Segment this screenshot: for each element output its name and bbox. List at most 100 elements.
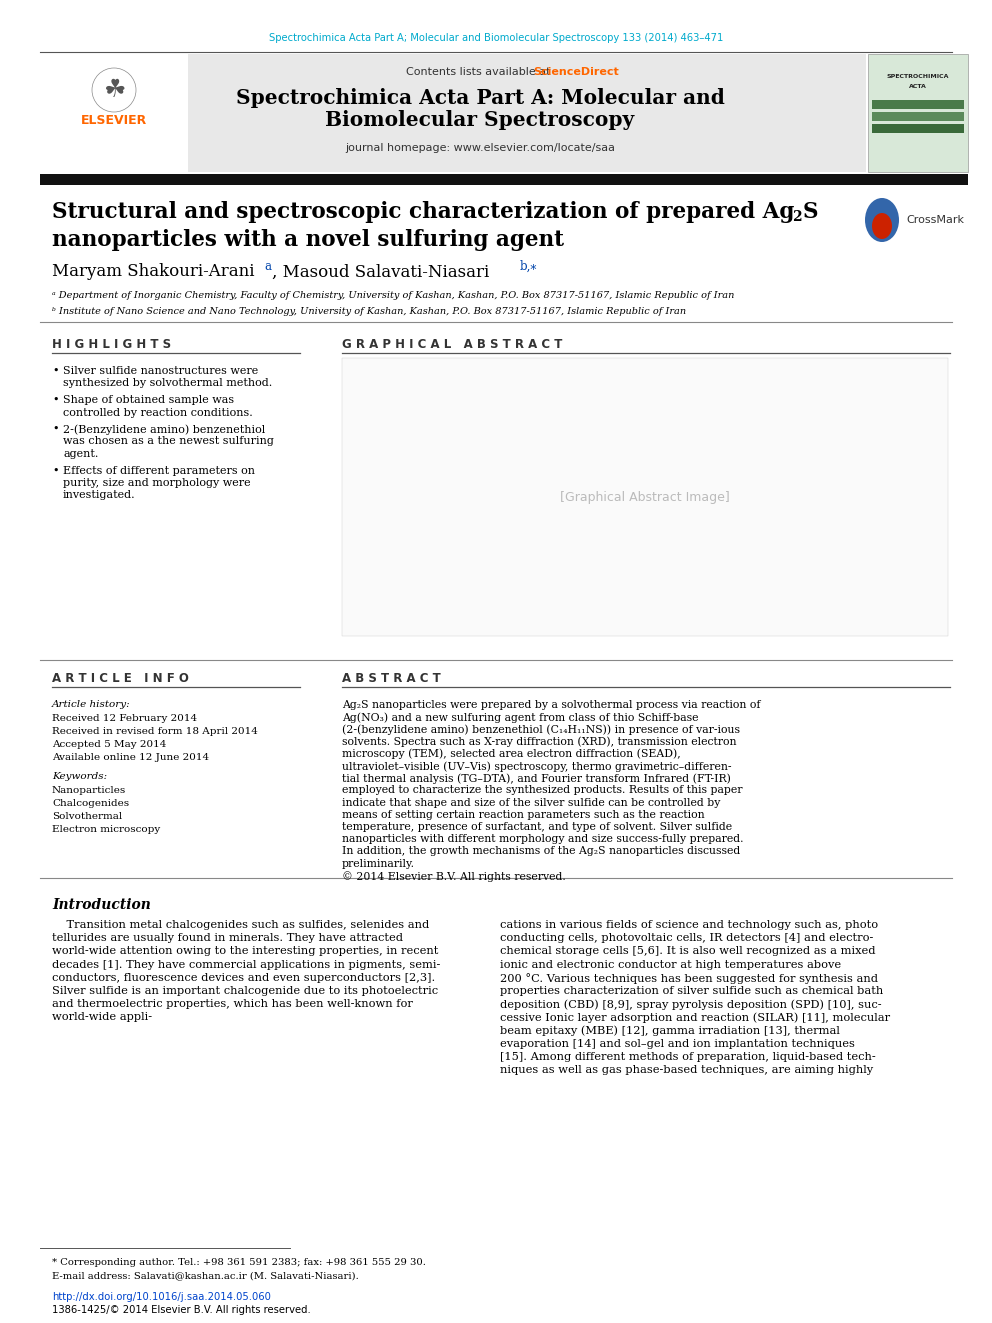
Text: synthesized by solvothermal method.: synthesized by solvothermal method. xyxy=(63,378,272,389)
Text: Ag₂S nanoparticles were prepared by a solvothermal process via reaction of: Ag₂S nanoparticles were prepared by a so… xyxy=(342,700,761,710)
Text: A R T I C L E   I N F O: A R T I C L E I N F O xyxy=(52,672,188,684)
Text: ᵃ Department of Inorganic Chemistry, Faculty of Chemistry, University of Kashan,: ᵃ Department of Inorganic Chemistry, Fac… xyxy=(52,291,734,300)
Text: was chosen as a the newest sulfuring: was chosen as a the newest sulfuring xyxy=(63,437,274,446)
Text: 2-(Benzylidene amino) benzenethiol: 2-(Benzylidene amino) benzenethiol xyxy=(63,423,265,434)
Text: (2-(benzylidene amino) benzenethiol (C₁₄H₁₁NS)) in presence of var-ious: (2-(benzylidene amino) benzenethiol (C₁₄… xyxy=(342,725,740,736)
Text: Chalcogenides: Chalcogenides xyxy=(52,799,129,808)
Text: [15]. Among different methods of preparation, liquid-based tech-: [15]. Among different methods of prepara… xyxy=(500,1052,876,1062)
Text: Biomolecular Spectroscopy: Biomolecular Spectroscopy xyxy=(325,110,635,130)
Text: Structural and spectroscopic characterization of prepared Ag: Structural and spectroscopic characteriz… xyxy=(52,201,795,224)
Text: Silver sulfide is an important chalcogenide due to its photoelectric: Silver sulfide is an important chalcogen… xyxy=(52,986,438,996)
Text: Ag(NO₃) and a new sulfuring agent from class of thio Schiff-base: Ag(NO₃) and a new sulfuring agent from c… xyxy=(342,712,698,722)
Bar xyxy=(342,359,948,636)
Text: means of setting certain reaction parameters such as the reaction: means of setting certain reaction parame… xyxy=(342,810,704,820)
Text: conductors, fluorescence devices and even superconductors [2,3].: conductors, fluorescence devices and eve… xyxy=(52,972,435,983)
Text: tial thermal analysis (TG–DTA), and Fourier transform Infrared (FT-IR): tial thermal analysis (TG–DTA), and Four… xyxy=(342,773,731,783)
Text: 200 °C. Various techniques has been suggested for synthesis and: 200 °C. Various techniques has been sugg… xyxy=(500,972,878,984)
Bar xyxy=(868,54,968,172)
Text: •: • xyxy=(52,423,59,434)
Text: ☘: ☘ xyxy=(103,78,125,102)
Text: and thermoelectric properties, which has been well-known for: and thermoelectric properties, which has… xyxy=(52,999,413,1009)
Text: Spectrochimica Acta Part A: Molecular and: Spectrochimica Acta Part A: Molecular an… xyxy=(235,89,724,108)
Text: preliminarily.: preliminarily. xyxy=(342,859,415,869)
Text: tellurides are usually found in minerals. They have attracted: tellurides are usually found in minerals… xyxy=(52,933,403,943)
Text: cessive Ionic layer adsorption and reaction (SILAR) [11], molecular: cessive Ionic layer adsorption and react… xyxy=(500,1012,890,1023)
Text: Contents lists available at: Contents lists available at xyxy=(406,67,554,77)
Text: solvents. Spectra such as X-ray diffraction (XRD), transmission electron: solvents. Spectra such as X-ray diffract… xyxy=(342,737,736,747)
Text: conducting cells, photovoltaic cells, IR detectors [4] and electro-: conducting cells, photovoltaic cells, IR… xyxy=(500,933,873,943)
Text: temperature, presence of surfactant, and type of solvent. Silver sulfide: temperature, presence of surfactant, and… xyxy=(342,822,732,832)
Text: Article history:: Article history: xyxy=(52,700,131,709)
Text: agent.: agent. xyxy=(63,448,98,459)
Ellipse shape xyxy=(872,213,892,239)
Text: evaporation [14] and sol–gel and ion implantation techniques: evaporation [14] and sol–gel and ion imp… xyxy=(500,1039,855,1049)
Text: Transition metal chalcogenides such as sulfides, selenides and: Transition metal chalcogenides such as s… xyxy=(52,919,430,930)
Bar xyxy=(872,124,964,134)
Text: Electron microscopy: Electron microscopy xyxy=(52,826,161,833)
Text: © 2014 Elsevier B.V. All rights reserved.: © 2014 Elsevier B.V. All rights reserved… xyxy=(342,871,565,881)
Text: cations in various fields of science and technology such as, photo: cations in various fields of science and… xyxy=(500,919,878,930)
Text: ᵇ Institute of Nano Science and Nano Technology, University of Kashan, Kashan, P: ᵇ Institute of Nano Science and Nano Tec… xyxy=(52,307,686,315)
Text: ScienceDirect: ScienceDirect xyxy=(533,67,619,77)
Text: Silver sulfide nanostructures were: Silver sulfide nanostructures were xyxy=(63,366,258,376)
Text: •: • xyxy=(52,366,59,376)
Text: Shape of obtained sample was: Shape of obtained sample was xyxy=(63,396,234,405)
Text: journal homepage: www.elsevier.com/locate/saa: journal homepage: www.elsevier.com/locat… xyxy=(345,143,615,153)
Text: Accepted 5 May 2014: Accepted 5 May 2014 xyxy=(52,740,167,749)
Bar xyxy=(872,112,964,120)
Text: Received 12 February 2014: Received 12 February 2014 xyxy=(52,714,197,722)
Text: Available online 12 June 2014: Available online 12 June 2014 xyxy=(52,753,209,762)
Text: H I G H L I G H T S: H I G H L I G H T S xyxy=(52,337,172,351)
Text: E-mail address: Salavati@kashan.ac.ir (M. Salavati-Niasari).: E-mail address: Salavati@kashan.ac.ir (M… xyxy=(52,1271,359,1279)
Text: 2: 2 xyxy=(792,210,802,224)
Text: Keywords:: Keywords: xyxy=(52,773,107,781)
Text: ultraviolet–visible (UV–Vis) spectroscopy, thermo gravimetric–differen-: ultraviolet–visible (UV–Vis) spectroscop… xyxy=(342,761,731,771)
Text: G R A P H I C A L   A B S T R A C T: G R A P H I C A L A B S T R A C T xyxy=(342,337,562,351)
Text: properties characterization of silver sulfide such as chemical bath: properties characterization of silver su… xyxy=(500,986,883,996)
Text: Effects of different parameters on: Effects of different parameters on xyxy=(63,466,255,475)
Text: •: • xyxy=(52,466,59,475)
Text: indicate that shape and size of the silver sulfide can be controlled by: indicate that shape and size of the silv… xyxy=(342,798,720,807)
Text: , Masoud Salavati-Niasari: , Masoud Salavati-Niasari xyxy=(272,263,489,280)
Text: ACTA: ACTA xyxy=(909,85,927,90)
Bar xyxy=(40,54,866,172)
Text: deposition (CBD) [8,9], spray pyrolysis deposition (SPD) [10], suc-: deposition (CBD) [8,9], spray pyrolysis … xyxy=(500,999,882,1009)
Text: microscopy (TEM), selected area electron diffraction (SEAD),: microscopy (TEM), selected area electron… xyxy=(342,749,681,759)
Text: nanoparticles with different morphology and size success-fully prepared.: nanoparticles with different morphology … xyxy=(342,835,743,844)
Text: chemical storage cells [5,6]. It is also well recognized as a mixed: chemical storage cells [5,6]. It is also… xyxy=(500,946,876,957)
Text: SPECTROCHIMICA: SPECTROCHIMICA xyxy=(887,74,949,78)
Text: [Graphical Abstract Image]: [Graphical Abstract Image] xyxy=(560,491,730,504)
Text: nanoparticles with a novel sulfuring agent: nanoparticles with a novel sulfuring age… xyxy=(52,229,564,251)
Text: ELSEVIER: ELSEVIER xyxy=(81,114,147,127)
Text: purity, size and morphology were: purity, size and morphology were xyxy=(63,478,251,488)
Text: S: S xyxy=(803,201,818,224)
Text: Spectrochimica Acta Part A; Molecular and Biomolecular Spectroscopy 133 (2014) 4: Spectrochimica Acta Part A; Molecular an… xyxy=(269,33,723,44)
Text: a: a xyxy=(264,259,271,273)
Text: employed to characterize the synthesized products. Results of this paper: employed to characterize the synthesized… xyxy=(342,786,742,795)
Ellipse shape xyxy=(865,198,899,242)
Text: Received in revised form 18 April 2014: Received in revised form 18 April 2014 xyxy=(52,728,258,736)
Text: Introduction: Introduction xyxy=(52,898,151,912)
Bar xyxy=(40,54,188,172)
Text: In addition, the growth mechanisms of the Ag₂S nanoparticles discussed: In addition, the growth mechanisms of th… xyxy=(342,847,740,856)
Text: beam epitaxy (MBE) [12], gamma irradiation [13], thermal: beam epitaxy (MBE) [12], gamma irradiati… xyxy=(500,1025,840,1036)
Text: ionic and electronic conductor at high temperatures above: ionic and electronic conductor at high t… xyxy=(500,959,841,970)
Text: Solvothermal: Solvothermal xyxy=(52,812,122,822)
Text: world-wide appli-: world-wide appli- xyxy=(52,1012,152,1023)
Text: controlled by reaction conditions.: controlled by reaction conditions. xyxy=(63,407,253,418)
Text: Maryam Shakouri-Arani: Maryam Shakouri-Arani xyxy=(52,263,255,280)
Text: decades [1]. They have commercial applications in pigments, semi-: decades [1]. They have commercial applic… xyxy=(52,959,440,970)
Text: * Corresponding author. Tel.: +98 361 591 2383; fax: +98 361 555 29 30.: * Corresponding author. Tel.: +98 361 59… xyxy=(52,1258,426,1267)
Text: Nanoparticles: Nanoparticles xyxy=(52,786,126,795)
Text: •: • xyxy=(52,396,59,405)
Bar xyxy=(40,175,968,185)
Text: A B S T R A C T: A B S T R A C T xyxy=(342,672,440,684)
Text: niques as well as gas phase-based techniques, are aiming highly: niques as well as gas phase-based techni… xyxy=(500,1065,873,1076)
Text: http://dx.doi.org/10.1016/j.saa.2014.05.060: http://dx.doi.org/10.1016/j.saa.2014.05.… xyxy=(52,1293,271,1302)
Text: world-wide attention owing to the interesting properties, in recent: world-wide attention owing to the intere… xyxy=(52,946,438,957)
Text: investigated.: investigated. xyxy=(63,491,136,500)
Text: CrossMark: CrossMark xyxy=(906,216,964,225)
Text: b,⁎: b,⁎ xyxy=(520,259,538,273)
Text: 1386-1425/© 2014 Elsevier B.V. All rights reserved.: 1386-1425/© 2014 Elsevier B.V. All right… xyxy=(52,1304,310,1315)
Bar xyxy=(872,101,964,108)
